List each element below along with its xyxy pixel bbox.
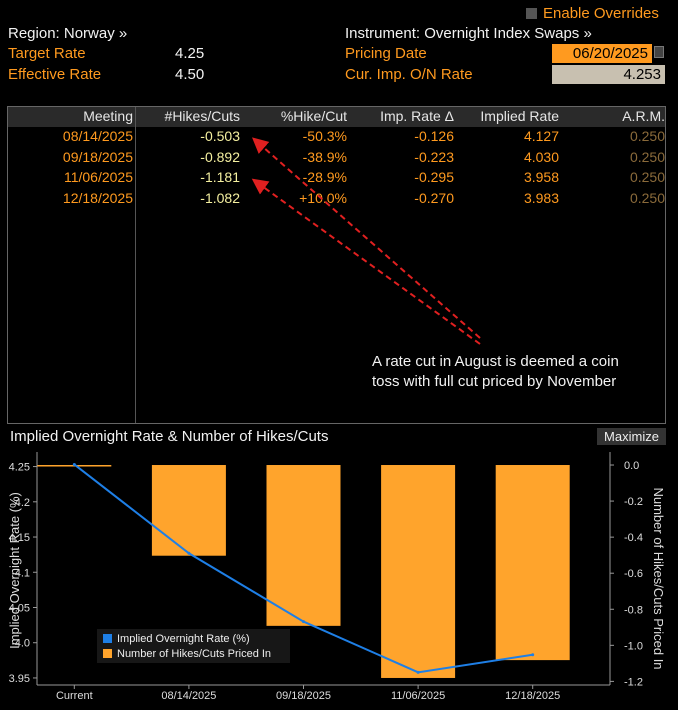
annotation-line-1: A rate cut in August is deemed a coin	[372, 353, 619, 370]
implied-rate-point	[531, 653, 535, 657]
meetings-table	[7, 106, 666, 424]
x-tick-label: 09/18/2025	[276, 690, 331, 702]
pricing-date-label: Pricing Date	[345, 45, 427, 62]
bar-11/06/2025	[381, 465, 456, 678]
cell-implied-rate: 4.127	[523, 128, 559, 144]
cell-implied-rate: 4.030	[523, 148, 559, 165]
bar-12/18/2025	[495, 465, 570, 661]
right-tick-label: -0.6	[624, 568, 643, 580]
right-tick-label: 0.0	[624, 460, 639, 472]
effective-rate-value: 4.50	[175, 66, 205, 83]
annotation-note: A rate cut in August is deemed a coin to…	[372, 352, 662, 392]
col-implied-rate[interactable]: Implied Rate	[480, 108, 559, 124]
col-imp-rate-delta[interactable]: Imp. Rate Δ	[380, 108, 454, 124]
cur-imp-rate-value: 4.253	[552, 65, 665, 84]
col-pct-hike-cut[interactable]: %Hike/Cut	[280, 108, 347, 124]
y-axis-label: Implied Overnight Rate (%)	[7, 492, 22, 649]
right-tick-label: -1.0	[624, 640, 643, 652]
cell-meeting: 11/06/2025	[63, 169, 133, 185]
y2-axis-label: Number of Hikes/Cuts Priced In	[651, 487, 666, 669]
legend-swatch-line	[103, 634, 112, 643]
cell-meeting: 08/14/2025	[62, 128, 133, 144]
left-tick-label: 4.0	[15, 638, 30, 650]
arrow-to-august	[251, 137, 481, 339]
instrument-selector[interactable]: Instrument: Overnight Index Swaps »	[345, 25, 592, 42]
right-tick-label: -0.8	[624, 604, 643, 616]
cell-pct-hike-cut: -38.9%	[302, 148, 347, 165]
column-divider	[135, 107, 136, 423]
cell-meeting: 09/18/2025	[62, 148, 133, 165]
left-tick-label: 3.95	[9, 673, 30, 685]
cell-imp-rate-delta: -0.126	[414, 128, 454, 144]
col-meeting[interactable]: Meeting	[83, 108, 133, 124]
arrow-to-november	[251, 178, 481, 345]
cell-hikes-cuts: -1.082	[200, 189, 240, 206]
implied-rate-point	[416, 670, 420, 674]
right-tick-label: -0.4	[624, 532, 643, 544]
cell-arm: 0.250	[629, 128, 665, 144]
left-tick-label: 4.15	[9, 532, 30, 544]
col-arm[interactable]: A.R.M.	[622, 108, 665, 124]
region-selector[interactable]: Region: Norway »	[8, 25, 128, 42]
enable-overrides-label[interactable]: Enable Overrides	[543, 5, 659, 22]
legend-label-line: Implied Overnight Rate (%)	[117, 633, 250, 645]
left-tick-label: 4.05	[9, 602, 30, 614]
cell-imp-rate-delta: -0.295	[414, 169, 454, 185]
table-header	[8, 107, 665, 127]
cur-imp-rate-label: Cur. Imp. O/N Rate	[345, 66, 473, 83]
cell-hikes-cuts: -0.892	[200, 148, 240, 165]
cell-hikes-cuts: -0.503	[200, 128, 240, 144]
cell-pct-hike-cut: +10.0%	[299, 189, 347, 206]
rate-chart: 4.25 4.2 4.15 4.1 4.05 4.0 3.95 0.0 -0.2 -0.4 -0.6…	[7, 452, 666, 702]
legend-swatch-bar	[103, 649, 112, 658]
bar-09/18/2025	[266, 465, 341, 626]
implied-rate-point	[72, 462, 76, 466]
left-tick-label: 4.25	[9, 462, 30, 474]
bar-08/14/2025	[151, 465, 226, 556]
cell-implied-rate: 3.958	[523, 169, 559, 185]
implied-rate-point	[187, 551, 191, 555]
cell-hikes-cuts: -1.181	[200, 169, 240, 185]
left-tick-label: 4.1	[15, 567, 30, 579]
right-tick-label: -0.2	[624, 496, 643, 508]
x-tick-label: Current	[56, 690, 93, 702]
effective-rate-label: Effective Rate	[8, 66, 102, 83]
calendar-icon[interactable]	[654, 46, 664, 58]
annotation-arrows	[251, 137, 481, 345]
target-rate-value: 4.25	[175, 45, 205, 62]
col-hikes-cuts[interactable]: #Hikes/Cuts	[164, 108, 240, 124]
cell-imp-rate-delta: -0.223	[414, 148, 454, 165]
chart-title: Implied Overnight Rate & Number of Hikes…	[10, 428, 329, 445]
maximize-button[interactable]: Maximize	[597, 428, 666, 445]
cell-meeting: 12/18/2025	[62, 189, 133, 206]
cell-implied-rate: 3.983	[523, 189, 559, 206]
x-tick-label: 11/06/2025	[391, 690, 445, 702]
target-rate-label: Target Rate	[8, 45, 86, 62]
cell-imp-rate-delta: -0.270	[414, 189, 454, 206]
x-tick-label: 08/14/2025	[161, 690, 216, 702]
right-tick-label: -1.2	[624, 676, 643, 688]
annotation-line-2: toss with full cut priced by November	[372, 373, 617, 390]
cell-pct-hike-cut: -50.3%	[302, 128, 347, 144]
cell-arm: 0.250	[629, 148, 665, 165]
x-tick-label: 12/18/2025	[505, 690, 560, 702]
cell-arm: 0.250	[629, 189, 665, 206]
cell-arm: 0.250	[629, 169, 665, 185]
cell-pct-hike-cut: -28.9%	[302, 169, 347, 185]
implied-rate-point	[302, 620, 305, 624]
legend-box	[97, 629, 290, 663]
enable-overrides-checkbox[interactable]	[526, 8, 537, 19]
left-tick-label: 4.2	[15, 497, 30, 509]
legend-label-bar: Number of Hikes/Cuts Priced In	[117, 648, 271, 660]
pricing-date-input[interactable]: 06/20/2025	[552, 44, 652, 63]
